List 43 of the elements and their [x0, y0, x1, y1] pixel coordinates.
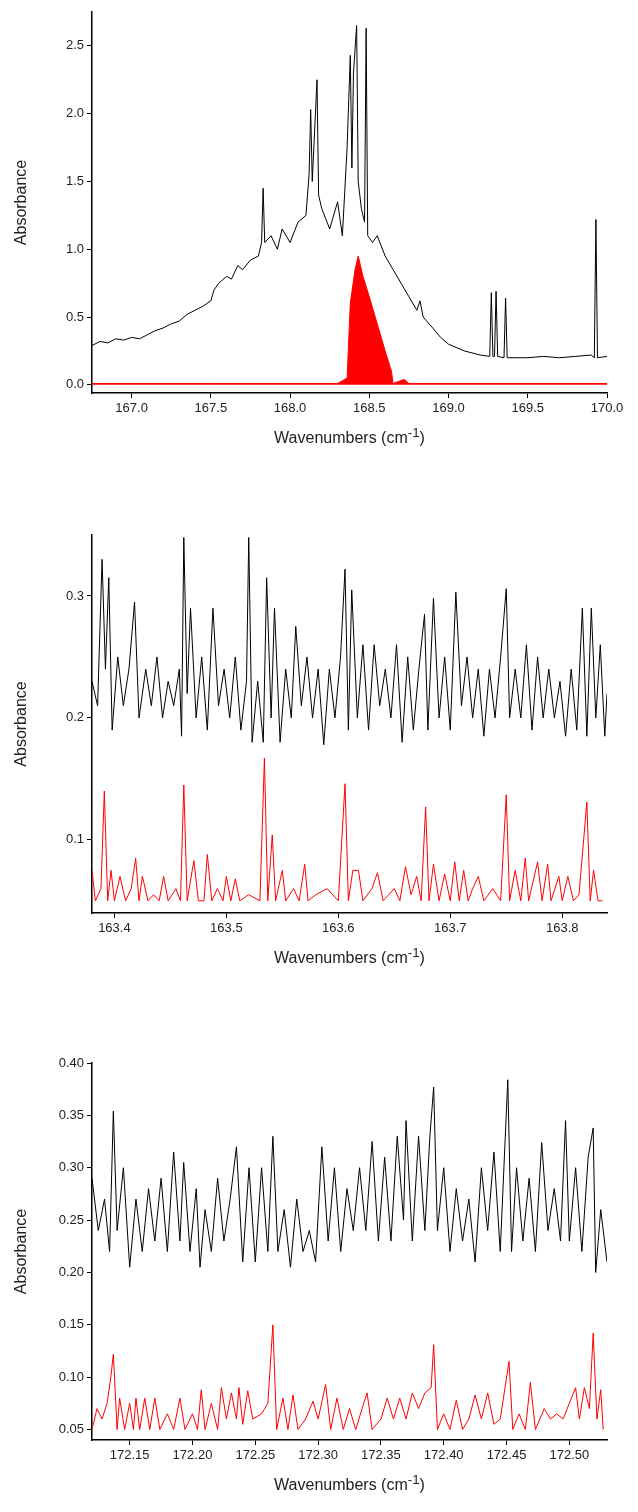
x-tick-label: 163.7 [433, 920, 467, 936]
y-tick-label: 0.05 [58, 1421, 84, 1437]
x-tick-label: 167.5 [194, 400, 228, 416]
y-tick-label: 0.30 [58, 1159, 84, 1175]
x-tick-label: 172.30 [298, 1447, 338, 1463]
y-axis-title: Absorbance [12, 1208, 30, 1295]
x-tick-label: 172.15 [109, 1447, 150, 1463]
y-tick-label: 0.15 [58, 1316, 84, 1332]
x-tick-label: 167.0 [115, 400, 148, 416]
y-tick-label: 2.0 [65, 105, 84, 121]
x-tick-label: 163.8 [545, 920, 579, 936]
x-tick-label: 172.40 [423, 1447, 464, 1463]
x-tick-label: 168.0 [273, 400, 307, 416]
y-tick-label: 0.20 [58, 1264, 84, 1280]
x-tick-label: 172.25 [235, 1447, 276, 1463]
y-tick-label: 0.1 [65, 831, 84, 847]
x-tick-label: 172.35 [361, 1447, 401, 1463]
x-tick-label: 168.5 [353, 400, 386, 416]
x-tick-label: 172.50 [549, 1447, 590, 1463]
x-axis-title: Wavenumbers (cm$^{-1}$) [273, 945, 426, 968]
y-tick-label: 0.2 [65, 709, 84, 725]
y-tick-label: 2.5 [65, 37, 84, 53]
y-tick-label: 0.10 [58, 1368, 84, 1384]
y-tick-label: 1.0 [65, 240, 84, 256]
x-axis-title: Wavenumbers (cm$^{-1}$) [273, 1472, 426, 1495]
x-tick-label: 170.0 [590, 400, 624, 416]
x-tick-label: 172.45 [486, 1447, 527, 1463]
x-tick-label: 169.5 [511, 400, 545, 416]
x-tick-label: 163.4 [98, 920, 131, 936]
y-tick-label: 0.5 [65, 308, 84, 324]
y-tick-label: 0.3 [65, 587, 84, 603]
y-axis-title: Absorbance [12, 159, 30, 246]
y-axis-title: Absorbance [12, 681, 30, 767]
y-tick-label: 0.35 [58, 1106, 84, 1122]
x-axis-title: Wavenumbers (cm$^{-1}$) [273, 425, 426, 448]
x-tick-label: 163.5 [210, 920, 243, 936]
y-tick-label: 0.40 [58, 1054, 84, 1070]
x-tick-label: 163.6 [322, 920, 355, 936]
y-tick-label: 1.5 [65, 173, 84, 189]
y-tick-label: 0.0 [65, 376, 84, 392]
y-tick-label: 0.25 [58, 1211, 84, 1227]
x-tick-label: 172.20 [172, 1447, 213, 1463]
x-tick-label: 169.0 [432, 400, 465, 416]
